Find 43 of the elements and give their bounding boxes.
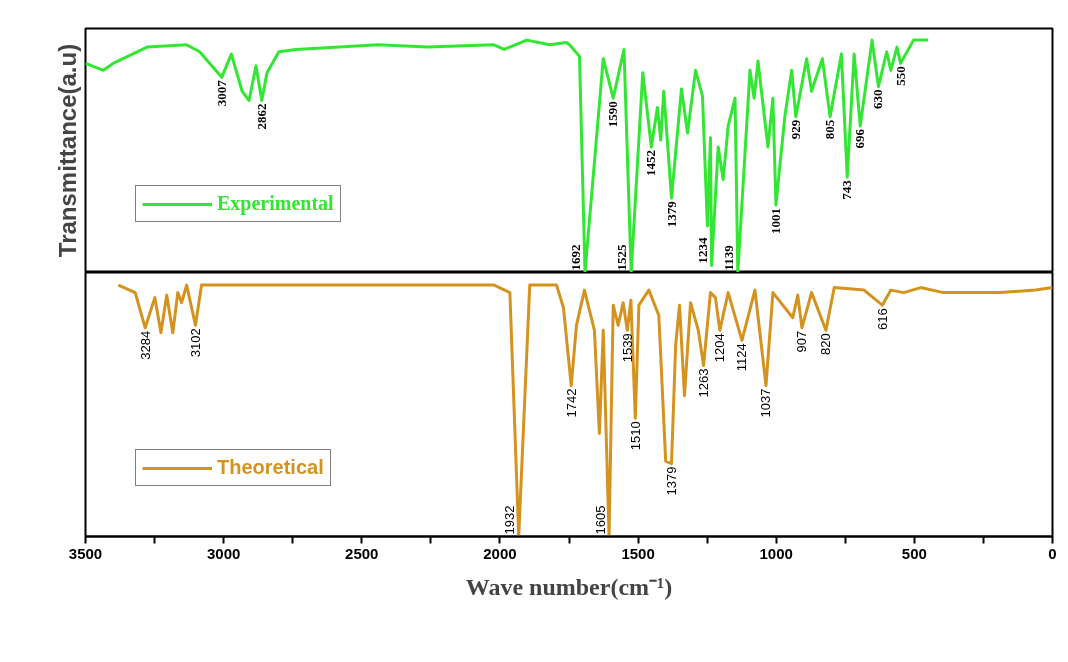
annotation: 1539	[619, 333, 635, 363]
annotation: 1263	[696, 368, 712, 398]
annotation: 1379	[663, 200, 679, 228]
annotation: 630	[870, 89, 886, 110]
y-axis-title: Transmittance(a.u)	[53, 43, 81, 258]
x-tick-label: 2000	[483, 544, 517, 562]
annotation: 1692	[568, 244, 584, 271]
annotation: 616	[874, 308, 890, 330]
annotation: 3007	[213, 79, 229, 107]
x-tick-label: 1500	[621, 544, 655, 562]
annotation: 1605	[592, 505, 608, 535]
annotation: 550	[892, 66, 908, 86]
annotation: 1742	[563, 388, 579, 418]
x-tick-label: 2500	[345, 544, 379, 562]
annotation: 1510	[627, 421, 643, 451]
annotation: 1452	[643, 150, 659, 177]
annotation: 805	[822, 119, 838, 140]
annotation: 1525	[614, 244, 630, 271]
annotation: 1037	[758, 388, 774, 418]
annotation: 1234	[694, 237, 710, 264]
annotation: 743	[839, 179, 855, 200]
legend-label: Experimental	[217, 192, 334, 215]
x-tick-label: 3000	[206, 544, 241, 562]
legend-label: Theoretical	[217, 456, 324, 479]
annotation: 1204	[712, 333, 728, 363]
x-tick-label: 3500	[68, 544, 103, 562]
annotation: 696	[852, 128, 868, 149]
annotation: 1932	[502, 505, 518, 535]
annotation: 1379	[664, 466, 679, 496]
annotation: 929	[787, 119, 803, 140]
annotation: 820	[818, 333, 834, 356]
annotation: 3284	[137, 330, 153, 360]
x-tick-label: 1000	[759, 544, 793, 562]
annotation: 907	[794, 330, 810, 353]
x-axis-title: Wave number(cm⁻¹)	[465, 573, 673, 600]
annotation: 1590	[605, 101, 621, 128]
annotation: 2862	[253, 103, 269, 130]
annotation: 1001	[767, 208, 783, 235]
x-tick-label: 500	[901, 544, 927, 562]
x-tick-label: 0	[1048, 544, 1057, 562]
annotation: 1124	[734, 343, 750, 372]
annotation: 1139	[720, 244, 736, 271]
annotation: 3102	[187, 328, 203, 358]
